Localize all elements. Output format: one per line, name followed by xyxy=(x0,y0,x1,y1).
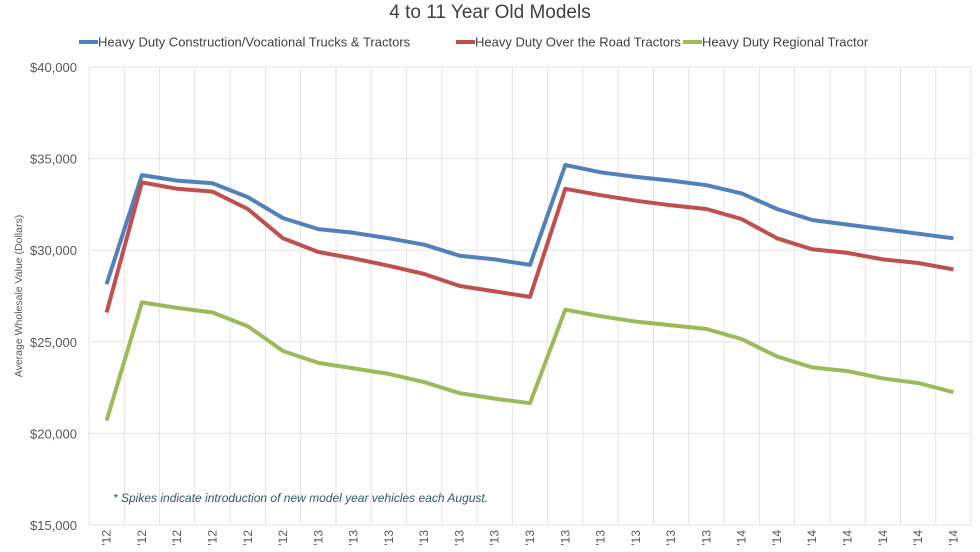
legend: Heavy Duty Construction/Vocational Truck… xyxy=(79,35,869,50)
legend-item-2: Heavy Duty Over the Road Tractors xyxy=(456,35,681,50)
x-tick-label: '12 xyxy=(241,530,255,546)
y-tick-label: $25,000 xyxy=(30,335,77,350)
x-tick-label: '13 xyxy=(382,530,396,546)
x-tick-label: '14 xyxy=(770,530,784,546)
y-tick-label: $35,000 xyxy=(30,152,77,167)
x-tick-label: '13 xyxy=(452,530,466,546)
gridlines xyxy=(88,66,972,526)
x-tick-label: '14 xyxy=(911,530,925,546)
y-tick-label: $20,000 xyxy=(30,426,77,441)
x-tick-label: '13 xyxy=(417,530,431,546)
legend-label: Heavy Duty Construction/Vocational Truck… xyxy=(98,35,411,50)
x-tick-label: '13 xyxy=(594,530,608,546)
x-tick-label: '13 xyxy=(558,530,572,546)
y-tick-label: $40,000 xyxy=(30,60,77,75)
x-tick-label: '13 xyxy=(347,530,361,546)
x-tick-label: '14 xyxy=(841,530,855,546)
x-tick-label: '13 xyxy=(523,530,537,546)
x-tick-label: '14 xyxy=(805,530,819,546)
x-tick-label: '14 xyxy=(876,530,890,546)
x-axis: '12 '12 '12 '12 '12 '12 '13 '13 '13 '13 '13 '13 '13 '… xyxy=(100,530,961,546)
x-tick-label: '14 xyxy=(735,530,749,546)
y-axis-label: Average Wholesale Value (Dollars) xyxy=(13,215,25,377)
x-tick-label: '13 xyxy=(699,530,713,546)
y-tick-label: $15,000 xyxy=(30,518,77,533)
chart-title: 4 to 11 Year Old Models xyxy=(389,2,590,23)
series-lines xyxy=(104,163,954,422)
chart-annotation: * Spikes indicate introduction of new mo… xyxy=(113,491,488,505)
x-tick-label: '14 xyxy=(946,530,960,546)
legend-item-1: Heavy Duty Construction/Vocational Truck… xyxy=(79,35,411,50)
x-tick-label: '12 xyxy=(276,530,290,546)
y-axis: $15,000 $20,000 $25,000 $30,000 $35,000 $40,0… xyxy=(30,60,77,533)
x-tick-label: '12 xyxy=(135,530,149,546)
y-tick-label: $30,000 xyxy=(30,243,77,258)
x-tick-label: '13 xyxy=(664,530,678,546)
x-tick-label: '12 xyxy=(205,530,219,546)
x-tick-label: '13 xyxy=(629,530,643,546)
series-line-1 xyxy=(104,163,954,285)
x-tick-label: '13 xyxy=(311,530,325,546)
legend-item-3: Heavy Duty Regional Tractor xyxy=(683,35,869,50)
x-tick-label: '12 xyxy=(100,530,114,546)
x-tick-label: '13 xyxy=(488,530,502,546)
series-line-3 xyxy=(104,300,954,422)
legend-label: Heavy Duty Over the Road Tractors xyxy=(475,35,681,50)
x-tick-label: '12 xyxy=(170,530,184,546)
series-line-2 xyxy=(104,180,954,314)
legend-label: Heavy Duty Regional Tractor xyxy=(702,35,869,50)
